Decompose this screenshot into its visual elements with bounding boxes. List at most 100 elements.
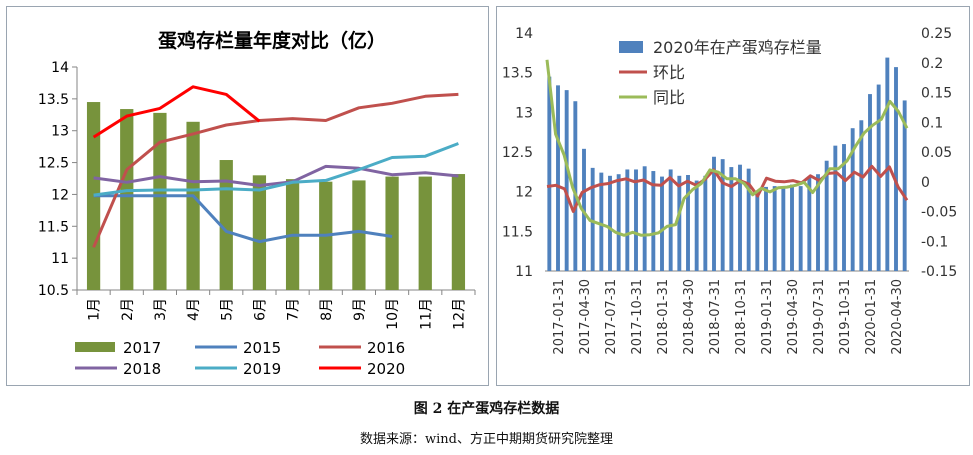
- x-tick-label: 2017-07-31: [604, 279, 619, 355]
- bar-stock-37: [868, 94, 872, 271]
- bar-stock-5: [590, 167, 595, 271]
- legend-label-2016: 2016: [367, 339, 405, 357]
- right-y-tick-label: 0.15: [921, 86, 952, 102]
- bar-stock-32: [824, 160, 829, 271]
- x-tick-label: 2017-01-31: [552, 279, 567, 355]
- bar-stock-15: [677, 175, 682, 271]
- bar-stock-28: [790, 184, 794, 271]
- legend-label: 环比: [653, 63, 685, 82]
- x-tick-label: 2017-04-30: [578, 279, 593, 355]
- bar-stock-31: [816, 174, 820, 271]
- x-tick-label: 5月: [219, 298, 235, 321]
- right-y-tick-label: 0: [921, 175, 930, 191]
- x-tick-label: 2018-07-31: [708, 279, 723, 355]
- x-tick-label: 2017-10-31: [630, 279, 645, 355]
- series-line-2016: [92, 92, 459, 248]
- series-line-2019: [93, 142, 459, 197]
- left-y-tick-label: 13: [515, 105, 533, 121]
- right-chart-panel: 14 13.5 13 12.5 12 11.5 11 0.25 0.2 0.15 0.1 0.05 0 -…: [496, 6, 970, 386]
- left-y-tick-label: 11: [515, 264, 533, 280]
- series-line-环比: [546, 164, 909, 213]
- x-tick-label: 10月: [385, 298, 401, 330]
- bar-stock-17: [694, 180, 699, 271]
- legend-label-2017: 2017: [123, 339, 161, 357]
- x-tick-label: 6月: [252, 298, 268, 321]
- x-tick-label: 2020-04-30: [890, 279, 905, 355]
- y-tick-label: 12: [51, 187, 69, 203]
- bar-2017-4月: [186, 121, 200, 291]
- x-tick-label: 2020-01-31: [864, 279, 879, 355]
- bar-stock-34: [842, 144, 846, 271]
- x-tick-label: 7月: [286, 298, 302, 321]
- left-y-tick-label: 13.5: [502, 66, 533, 82]
- left-y-tick-label: 11.5: [502, 224, 533, 240]
- right-y-tick-label: -0.05: [921, 205, 957, 221]
- x-tick-label: 1月: [87, 298, 103, 321]
- bar-stock-33: [833, 145, 838, 271]
- left-y-tick-label: 12.5: [502, 145, 533, 161]
- right-y-tick-label: 0.25: [921, 26, 952, 42]
- x-tick-label: 2019-10-31: [838, 279, 853, 355]
- x-tick-label: 2019-04-30: [786, 279, 801, 355]
- bar-stock-24: [755, 192, 760, 271]
- y-tick-label: 12.5: [38, 156, 69, 172]
- bar-stock-14: [668, 169, 673, 271]
- x-tick-label: 3月: [153, 298, 169, 321]
- right-chart: 14 13.5 13 12.5 12 11.5 11 0.25 0.2 0.15 0.1 0.05 0 -…: [502, 26, 957, 355]
- bar-stock-11: [642, 166, 647, 271]
- x-tick-label: 9月: [352, 298, 368, 321]
- x-tick-label: 8月: [319, 298, 335, 321]
- series-line-2020: [92, 85, 261, 139]
- bar-stock-2: [564, 90, 569, 272]
- data-source: 数据来源：wind、方正中期期货研究院整理: [360, 432, 613, 447]
- x-tick-label: 2019-01-31: [760, 279, 775, 355]
- legend-label-2020: 2020: [367, 360, 405, 378]
- series-line-2018: [93, 164, 459, 187]
- bar-stock-16: [686, 175, 690, 271]
- bar-stock-27: [781, 186, 786, 271]
- x-tick-label: 2018-01-31: [656, 279, 671, 355]
- left-chart-panel: 蛋鸡存栏量年度对比（亿） 14 13.5 13 12.5 12 11.5 11 10.5 1月 2月…: [6, 6, 489, 386]
- right-y-tick-label: -0.1: [921, 234, 948, 250]
- bar-stock-13: [660, 176, 664, 271]
- series-line-同比: [545, 59, 909, 237]
- right-y-tick-label: 0.2: [921, 56, 943, 72]
- bar-2017-6月: [252, 175, 267, 290]
- bar-stock-1: [556, 85, 560, 271]
- x-tick-label: 2018-10-31: [734, 279, 749, 355]
- bar-stock-35: [850, 128, 855, 271]
- bar-stock-10: [634, 169, 638, 271]
- chart-title: 蛋鸡存栏量年度对比（亿）: [158, 29, 386, 52]
- x-tick-label: 4月: [186, 298, 202, 321]
- bar-stock-23: [746, 168, 751, 271]
- x-tick-label: 2018-04-30: [682, 279, 697, 355]
- bar-2017-9月: [352, 180, 366, 290]
- x-tick-label: 11月: [418, 298, 434, 330]
- right-y-tick-label: 0.05: [921, 145, 952, 161]
- bar-stock-6: [599, 172, 604, 271]
- left-y-tick-label: 14: [515, 26, 533, 42]
- bar-stock-26: [772, 186, 777, 271]
- bar-2017-2月: [120, 109, 134, 291]
- figure-caption: 图 2 在产蛋鸡存栏数据: [413, 401, 560, 417]
- bar-stock-0: [547, 76, 552, 271]
- bar-2017-3月: [153, 112, 167, 290]
- y-tick-label: 13.5: [38, 92, 69, 108]
- bar-stock-38: [876, 84, 881, 271]
- bar-stock-9: [625, 169, 630, 271]
- y-tick-label: 10.5: [38, 283, 69, 299]
- series-line-2015: [93, 194, 393, 244]
- y-tick-label: 11: [51, 251, 69, 267]
- left-y-tick-label: 12: [515, 185, 533, 201]
- bar-stock-25: [764, 186, 768, 271]
- bar-stock-12: [651, 171, 656, 271]
- bar-stock-22: [738, 164, 742, 271]
- bar-stock-29: [798, 186, 803, 271]
- bar-stock-20: [720, 159, 725, 271]
- y-tick-label: 14: [51, 60, 69, 76]
- x-tick-label: 12月: [451, 298, 467, 330]
- bar-stock-40: [894, 67, 898, 271]
- legend-label-2018: 2018: [123, 360, 161, 378]
- bar-stock-39: [885, 57, 890, 271]
- bar-2017-12月: [451, 174, 466, 290]
